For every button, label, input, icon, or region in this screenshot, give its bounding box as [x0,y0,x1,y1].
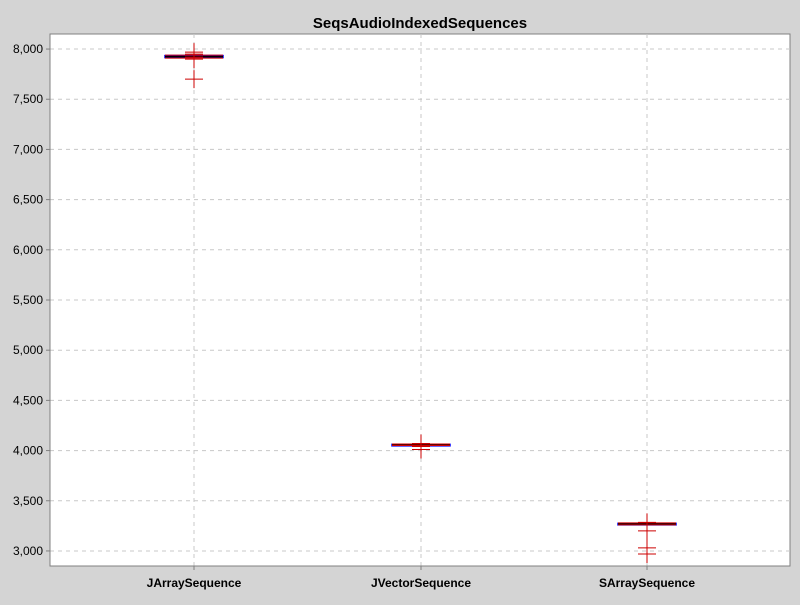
y-tick-label: 3,500 [13,494,43,508]
y-tick-label: 6,000 [13,243,43,257]
x-category-label: JArraySequence [147,576,242,590]
y-tick-label: 7,500 [13,92,43,106]
box-JArraySequence [164,43,224,89]
y-tick-label: 5,000 [13,343,43,357]
y-tick-label: 7,000 [13,142,43,156]
y-tick-label: 5,500 [13,293,43,307]
outlier-marker [638,521,656,540]
y-tick-label: 3,000 [13,544,43,558]
y-tick-label: 4,500 [13,393,43,407]
y-tick-label: 6,500 [13,193,43,207]
gridlines [50,34,790,566]
outlier-marker [412,440,430,459]
outlier-marker [185,70,203,89]
outlier-marker [638,544,656,563]
x-category-label: JVectorSequence [371,576,471,590]
box-JVectorSequence [391,434,451,459]
x-category-label: SArraySequence [599,576,695,590]
chart-title: SeqsAudioIndexedSequences [313,15,527,32]
box-SArraySequence [617,513,677,563]
y-tick-label: 8,000 [13,42,43,56]
outlier-marker [185,50,203,69]
axes: 3,000 3,500 4,000 4,500 5,000 5,500 6,000 6,500… [13,34,790,590]
y-tick-label: 4,000 [13,444,43,458]
boxes [164,43,677,563]
